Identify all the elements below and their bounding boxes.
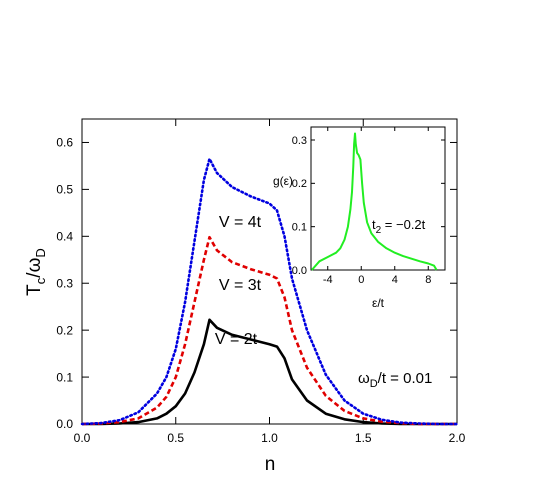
y-tick-label: 0.1 (56, 370, 73, 384)
x-tick-label: -4 (323, 274, 333, 286)
x-tick-label: 2.0 (449, 431, 466, 445)
y-tick-label: 0.1 (292, 222, 307, 234)
main-x-axis-label: n (265, 454, 276, 475)
y-tick-label: 0.3 (292, 135, 307, 147)
series-label-v3: V = 3t (219, 277, 262, 294)
inset-x-axis-label: ε/t (372, 296, 385, 310)
series-line-0 (82, 318, 457, 426)
series-line-0 (311, 132, 438, 271)
y-tick-label: 0.0 (56, 417, 73, 431)
x-tick-label: 0 (358, 274, 364, 286)
x-tick-label: 1.0 (261, 431, 278, 445)
y-tick-label: 0.6 (56, 136, 73, 150)
omega-d-annotation: ωD/t = 0.01 (358, 370, 432, 390)
series-label-v4: V = 4t (219, 214, 262, 231)
y-tick-label: 0.2 (56, 323, 73, 337)
x-tick-label: 4 (392, 274, 398, 286)
x-tick-label: 0.0 (74, 431, 91, 445)
inset-y-axis-label: g(ε) (273, 174, 293, 188)
y-tick-label: 0.2 (292, 178, 307, 190)
x-tick-label: 1.5 (355, 431, 372, 445)
y-tick-label: 0.4 (56, 230, 73, 244)
inset-t2-annotation: t2 = −0.2t (372, 217, 426, 236)
inset-plot-frame (310, 126, 446, 271)
inset-curves (311, 132, 438, 271)
main-curves (80, 157, 459, 426)
series-line-1 (81, 235, 457, 426)
x-tick-label: 8 (425, 274, 431, 286)
main-y-axis-label: Tc/ωD (24, 248, 48, 296)
series-line-2 (80, 157, 459, 426)
y-tick-label: 0.0 (292, 265, 307, 277)
x-tick-label: 0.5 (167, 431, 184, 445)
inset-tick-group: -4 0 4 8 0.0 0.1 0.2 0.3 (292, 127, 445, 286)
series-label-v2: V = 2t (215, 331, 258, 348)
y-tick-label: 0.3 (56, 276, 73, 290)
y-tick-label: 0.5 (56, 183, 73, 197)
